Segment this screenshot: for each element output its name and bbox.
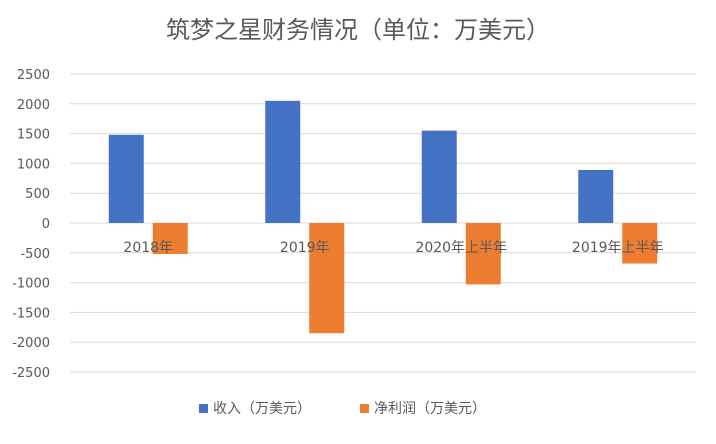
y-tick-label: 0 (42, 217, 50, 232)
y-tick-label: 1000 (17, 157, 50, 172)
x-category-label: 2019年上半年 (572, 240, 664, 256)
y-tick-label: -1000 (12, 277, 50, 292)
y-tick-label: 1500 (17, 128, 50, 143)
bar-revenue (578, 169, 614, 223)
bar-net-profit (152, 223, 188, 254)
legend-label: 净利润（万美元） (374, 401, 486, 417)
y-tick-label: 500 (25, 187, 50, 202)
legend-label: 收入（万美元） (213, 401, 311, 417)
bar-revenue (265, 100, 301, 223)
x-category-label: 2020年上半年 (415, 240, 507, 256)
y-tick-label: 2500 (17, 68, 50, 83)
y-tick-label: -1500 (12, 306, 50, 321)
y-axis-tick-labels: 2500 2000 1500 1000 500 0 -500 -1000 -1500 -2000 -… (12, 68, 50, 381)
bar-net-profit (622, 223, 658, 264)
bars (108, 100, 658, 334)
y-tick-label: -2000 (12, 336, 50, 351)
legend: 收入（万美元） 净利润（万美元） (199, 401, 486, 417)
chart-title: 筑梦之星财务情况（单位：万美元） (166, 16, 550, 44)
legend-swatch (360, 404, 369, 413)
bar-revenue (421, 130, 457, 223)
x-category-label: 2019年 (280, 240, 330, 256)
bar-net-profit (309, 223, 345, 334)
legend-swatch (199, 404, 208, 413)
y-tick-label: -2500 (12, 366, 50, 381)
x-axis-category-labels: 2018年 2019年 2020年上半年 2019年上半年 (123, 240, 663, 256)
bar-revenue (108, 134, 144, 223)
y-tick-label: -500 (20, 247, 50, 262)
bar-net-profit (465, 223, 501, 285)
x-category-label: 2018年 (123, 240, 173, 256)
y-tick-label: 2000 (17, 98, 50, 113)
